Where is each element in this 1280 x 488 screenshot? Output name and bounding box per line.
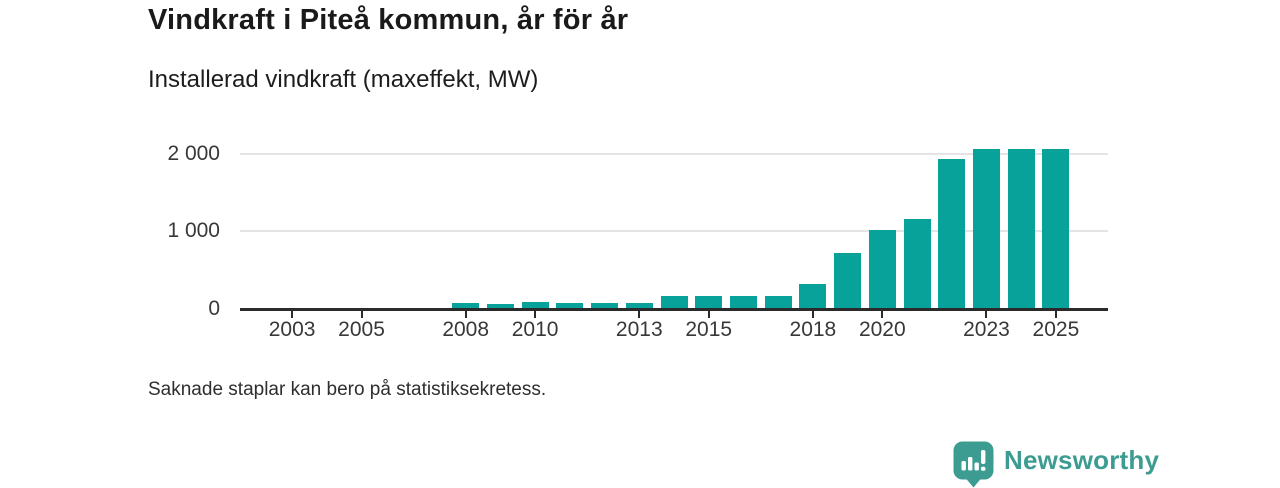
x-axis-tick bbox=[464, 310, 467, 318]
x-axis-tick bbox=[1054, 310, 1057, 318]
x-axis-tick-label: 2018 bbox=[789, 318, 837, 341]
bar-2024 bbox=[1007, 148, 1035, 310]
chart-subtitle: Installerad vindkraft (maxeffekt, MW) bbox=[148, 66, 539, 93]
y-axis-tick-label: 2 000 bbox=[167, 142, 220, 165]
x-axis-tick bbox=[881, 310, 884, 318]
x-axis-tick bbox=[360, 310, 363, 318]
bar-2015 bbox=[695, 295, 723, 310]
bar-2018 bbox=[799, 283, 827, 310]
x-axis-tick bbox=[707, 310, 710, 318]
bar-2010 bbox=[521, 301, 549, 310]
chart-footnote: Saknade staplar kan bero på statistiksek… bbox=[148, 379, 547, 400]
x-axis-tick-label: 2020 bbox=[858, 318, 906, 341]
x-axis-tick-label: 2003 bbox=[268, 318, 316, 341]
x-axis-tick bbox=[638, 310, 641, 318]
newsworthy-chart-bubble-icon bbox=[953, 441, 994, 488]
x-axis-tick-label: 2008 bbox=[442, 318, 490, 341]
bar-2021 bbox=[903, 218, 931, 310]
x-axis-tick bbox=[811, 310, 814, 318]
bar-2009 bbox=[486, 304, 514, 310]
bar-2022 bbox=[938, 158, 966, 310]
chart-title: Vindkraft i Piteå kommun, år för år bbox=[148, 4, 629, 36]
y-axis-tick-label: 0 bbox=[208, 296, 220, 320]
bar-2016 bbox=[729, 296, 757, 310]
newsworthy-logo: Newsworthy bbox=[953, 441, 1159, 488]
x-axis-tick bbox=[985, 310, 988, 318]
bar-2020 bbox=[868, 230, 896, 310]
brand-name: Newsworthy bbox=[1004, 445, 1160, 475]
y-gridline-1000 bbox=[240, 230, 1108, 233]
bar-2011 bbox=[556, 302, 584, 310]
x-axis-tick-label: 2025 bbox=[1032, 318, 1080, 341]
x-axis-tick bbox=[291, 310, 294, 318]
x-axis-line bbox=[240, 308, 1108, 311]
bar-2017 bbox=[764, 295, 792, 310]
y-axis-tick-label: 1 000 bbox=[167, 219, 220, 243]
bar-2008 bbox=[452, 303, 480, 310]
bar-2014 bbox=[660, 295, 688, 310]
x-axis-tick-label: 2023 bbox=[963, 318, 1010, 341]
x-axis-tick bbox=[534, 310, 537, 318]
x-axis-tick-label: 2010 bbox=[511, 318, 559, 341]
y-gridline-2000 bbox=[240, 153, 1108, 155]
x-axis-tick-label: 2013 bbox=[615, 318, 663, 341]
bar-2012 bbox=[591, 302, 619, 310]
x-axis-tick-label: 2005 bbox=[338, 318, 385, 341]
bar-2019 bbox=[834, 252, 862, 310]
bar-2023 bbox=[972, 148, 1000, 310]
bar-2013 bbox=[625, 303, 653, 310]
x-axis-tick-label: 2015 bbox=[685, 318, 733, 341]
bar-2025 bbox=[1042, 148, 1070, 310]
